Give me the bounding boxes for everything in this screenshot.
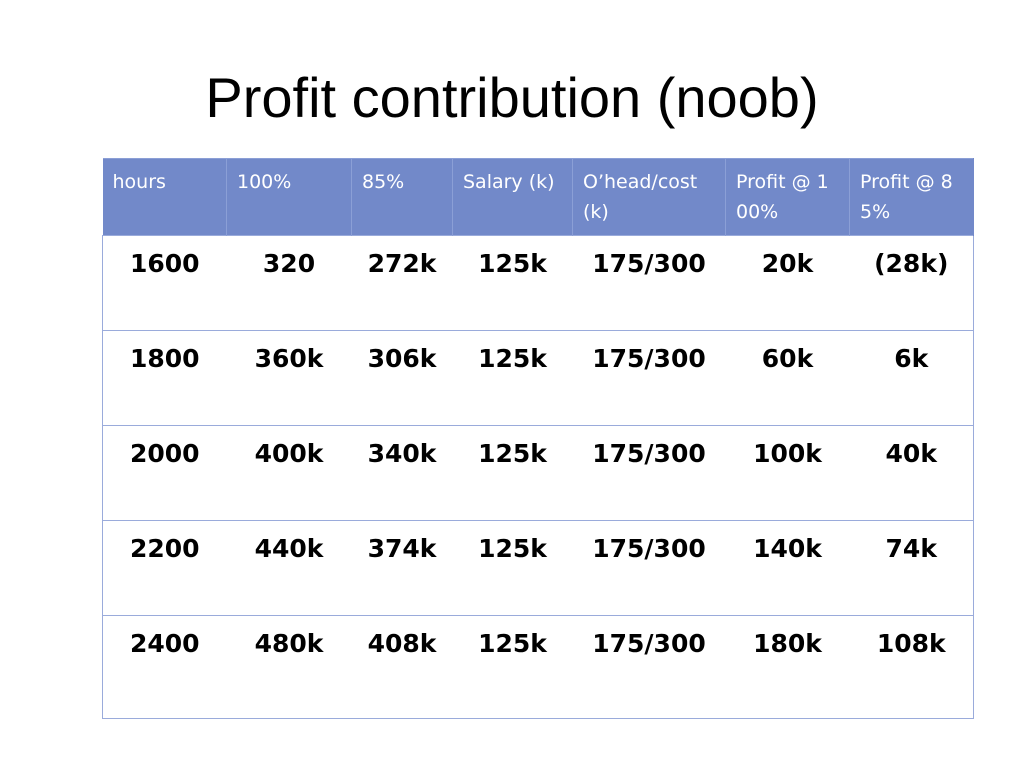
cell-profit-85: 40k bbox=[849, 425, 974, 521]
header-profit-100: Profit @ 100% bbox=[725, 158, 850, 236]
cell-hours: 1600 bbox=[102, 235, 227, 331]
cell-85-percent: 340k bbox=[351, 425, 453, 521]
table-row: 2200 440k 374k 125k 175/300 140k 74k bbox=[102, 520, 974, 616]
header-profit-85: Profit @ 85% bbox=[849, 158, 974, 236]
cell-hours: 1800 bbox=[102, 330, 227, 426]
cell-overhead-cost: 175/300 bbox=[572, 235, 726, 331]
cell-hours: 2000 bbox=[102, 425, 227, 521]
cell-overhead-cost: 175/300 bbox=[572, 615, 726, 719]
cell-profit-85: 108k bbox=[849, 615, 974, 719]
cell-salary: 125k bbox=[452, 330, 573, 426]
slide-title: Profit contribution (noob) bbox=[205, 66, 819, 129]
cell-overhead-cost: 175/300 bbox=[572, 330, 726, 426]
table-row: 1800 360k 306k 125k 175/300 60k 6k bbox=[102, 330, 974, 426]
cell-hours: 2200 bbox=[102, 520, 227, 616]
cell-profit-100: 180k bbox=[725, 615, 850, 719]
cell-100-percent: 360k bbox=[226, 330, 352, 426]
table-row: 1600 320 272k 125k 175/300 20k (28k) bbox=[102, 235, 974, 331]
cell-profit-85: 74k bbox=[849, 520, 974, 616]
cell-salary: 125k bbox=[452, 520, 573, 616]
cell-salary: 125k bbox=[452, 425, 573, 521]
header-hours: hours bbox=[102, 158, 227, 236]
header-100-percent: 100% bbox=[226, 158, 352, 236]
cell-overhead-cost: 175/300 bbox=[572, 425, 726, 521]
table-header-row: hours 100% 85% Salary (k) O’head/cost (k… bbox=[102, 158, 974, 236]
cell-100-percent: 320 bbox=[226, 235, 352, 331]
cell-profit-85: (28k) bbox=[849, 235, 974, 331]
cell-85-percent: 374k bbox=[351, 520, 453, 616]
header-salary: Salary (k) bbox=[452, 158, 573, 236]
cell-85-percent: 408k bbox=[351, 615, 453, 719]
cell-100-percent: 480k bbox=[226, 615, 352, 719]
cell-salary: 125k bbox=[452, 615, 573, 719]
cell-profit-85: 6k bbox=[849, 330, 974, 426]
header-85-percent: 85% bbox=[351, 158, 453, 236]
cell-profit-100: 100k bbox=[725, 425, 850, 521]
cell-profit-100: 60k bbox=[725, 330, 850, 426]
cell-hours: 2400 bbox=[102, 615, 227, 719]
cell-profit-100: 140k bbox=[725, 520, 850, 616]
cell-overhead-cost: 175/300 bbox=[572, 520, 726, 616]
table-row: 2400 480k 408k 125k 175/300 180k 108k bbox=[102, 615, 974, 719]
cell-salary: 125k bbox=[452, 235, 573, 331]
table-row: 2000 400k 340k 125k 175/300 100k 40k bbox=[102, 425, 974, 521]
cell-100-percent: 440k bbox=[226, 520, 352, 616]
profit-table: hours 100% 85% Salary (k) O’head/cost (k… bbox=[102, 158, 974, 719]
cell-85-percent: 272k bbox=[351, 235, 453, 331]
cell-profit-100: 20k bbox=[725, 235, 850, 331]
cell-85-percent: 306k bbox=[351, 330, 453, 426]
cell-100-percent: 400k bbox=[226, 425, 352, 521]
header-overhead-cost: O’head/cost (k) bbox=[572, 158, 726, 236]
